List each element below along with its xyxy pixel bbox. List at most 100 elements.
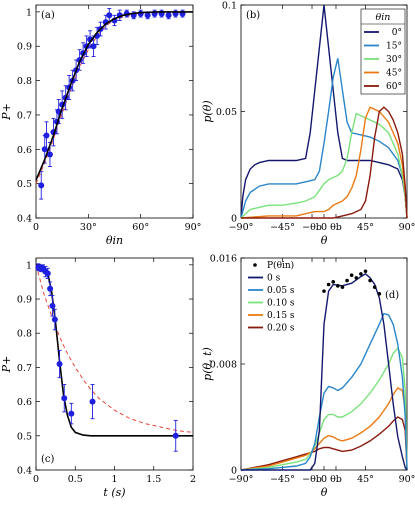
x-tick-label: θb (330, 474, 342, 485)
data-point (377, 291, 382, 296)
y-tick-label: 0.016 (210, 254, 237, 265)
x-tick-label: −45° (270, 474, 295, 485)
legend-entry: P(θin) (267, 260, 294, 271)
legend-entry: 60° (386, 82, 402, 92)
data-point (49, 302, 56, 309)
x-tick-label: 1.5 (146, 474, 161, 485)
red-dashed-curve (35, 264, 194, 433)
data-point (372, 285, 377, 289)
x-tick-label: 60° (132, 222, 149, 233)
legend-entry: 0.05 s (267, 286, 295, 296)
legend-title: θin (376, 12, 391, 23)
y-tick-label: 0.05 (216, 107, 237, 118)
y-tick-label: 0.9 (17, 295, 32, 306)
y-tick-label: 0.5 (17, 179, 32, 190)
data-point (46, 151, 53, 158)
x-tick-label: 90° (185, 222, 202, 233)
y-axis-label: P+ (0, 356, 13, 374)
panel-label: (c) (41, 454, 55, 465)
series-line (240, 58, 408, 219)
legend-entry: 0 s (267, 274, 281, 284)
data-point (322, 289, 326, 293)
x-tick-label: −90° (229, 222, 254, 233)
data-point (172, 432, 179, 439)
x-tick-label: 90° (399, 222, 415, 233)
fit-curve (35, 11, 193, 181)
plot-frame (35, 4, 194, 219)
x-tick-label: 0 (321, 474, 327, 485)
x-tick-label: θb (330, 222, 342, 233)
data-point (345, 278, 349, 283)
x-tick-label: 1 (111, 474, 117, 485)
y-tick-label: 1 (26, 7, 32, 18)
legend-entry: 45° (386, 69, 402, 79)
data-point (336, 284, 340, 288)
data-point (326, 282, 331, 287)
x-tick-label: 45° (357, 474, 374, 485)
y-tick-label: 0.5 (17, 431, 32, 442)
y-tick-label: 1 (26, 260, 32, 271)
y-tick-label: 0.4 (17, 214, 32, 225)
x-tick-label: 0 (33, 222, 39, 233)
x-tick-label: 90° (399, 474, 415, 485)
data-point (354, 276, 359, 280)
data-point (56, 361, 63, 367)
legend-entry: 0.15 s (267, 311, 295, 321)
series-line (240, 106, 408, 219)
panel-label: (d) (385, 290, 399, 301)
data-point (68, 410, 75, 417)
y-axis-label: P+ (0, 103, 13, 121)
x-tick-label: 0.5 (68, 474, 83, 485)
y-tick-label: 0.008 (210, 360, 237, 371)
x-tick-label: −θb (302, 222, 322, 233)
y-tick-label: 0.9 (17, 42, 32, 53)
data-point (44, 270, 51, 277)
y-tick-label: 0 (231, 466, 237, 477)
legend-entry: 0.20 s (267, 324, 295, 334)
legend-marker (253, 263, 257, 267)
legend-entry: 15° (386, 42, 402, 52)
y-tick-label: 0.6 (17, 397, 32, 408)
y-tick-label: 0.8 (17, 329, 32, 340)
x-axis-label: θin (106, 234, 123, 247)
data-point (331, 280, 336, 284)
data-point (106, 12, 113, 19)
data-point (368, 278, 372, 283)
x-tick-label: 45° (357, 222, 374, 233)
y-tick-label: 0.6 (17, 145, 32, 156)
series-line (240, 4, 408, 219)
panel-label: (b) (246, 10, 260, 21)
x-tick-label: 2 (190, 474, 196, 485)
y-axis-label: p(θ, t) (201, 347, 214, 381)
data-point (38, 182, 45, 189)
data-point (89, 398, 96, 405)
data-point (47, 285, 54, 292)
y-tick-label: 0.7 (17, 110, 32, 121)
series-line (240, 112, 408, 219)
data-point (144, 12, 151, 19)
legend-entry: 30° (386, 55, 402, 65)
data-point (43, 132, 50, 139)
x-axis-label: θ (321, 486, 328, 499)
panel-b: −90° −45° −θb 0 θb 45° 90°00.050.1θp(θ)(b) θin0… (201, 1, 415, 248)
data-point (349, 273, 354, 278)
x-axis-label: t (s) (103, 486, 125, 499)
y-tick-label: 0.4 (17, 466, 32, 477)
y-tick-label: 0.1 (222, 1, 237, 12)
x-tick-label: −θb (302, 474, 322, 485)
series-line (240, 312, 408, 471)
series-line (240, 346, 408, 471)
y-tick-label: 0.8 (17, 76, 32, 87)
legend (360, 8, 406, 95)
data-point (51, 316, 58, 323)
series-line (240, 416, 408, 471)
data-point (359, 272, 363, 276)
red-dashed-curve (35, 11, 193, 184)
x-tick-label: 0 (321, 222, 327, 233)
y-tick-label: 0 (231, 214, 237, 225)
panel-label: (a) (41, 10, 55, 21)
x-tick-label: −90° (229, 474, 254, 485)
series-line (240, 386, 408, 471)
